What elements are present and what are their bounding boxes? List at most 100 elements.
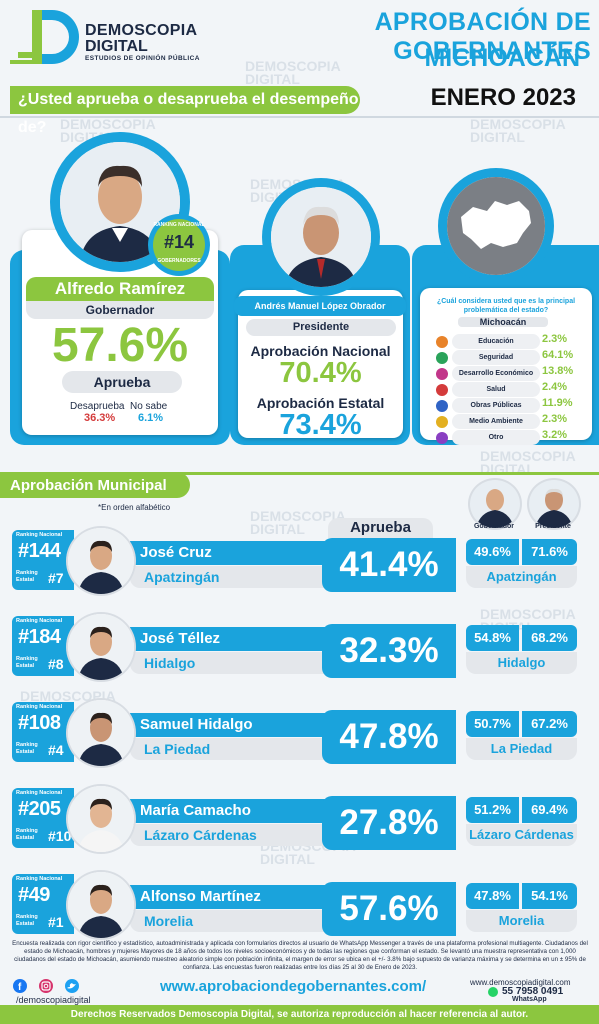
ranking-national-label: Ranking Nacional (16, 876, 63, 882)
pres-column-label: Presidente (535, 523, 571, 530)
ranking-label: RANKING NACIONAL (153, 222, 205, 228)
problem-icon (436, 416, 448, 428)
problems-region: Michoacán (458, 317, 548, 327)
social-handle[interactable]: /demoscopiadigital (16, 995, 91, 1005)
page-title: APROBACIÓN DE GOBERNANTES (374, 8, 591, 65)
mayor-city: Hidalgo (130, 652, 330, 674)
ranking-national-label: Ranking Nacional (16, 790, 63, 796)
ranking-national: #144 (18, 540, 61, 562)
brand-name-line2: DIGITAL (85, 38, 148, 55)
problem-label: Seguridad (452, 350, 540, 365)
map-ring (438, 168, 554, 284)
ranking-national: #49 (18, 884, 50, 906)
social-icons: f (12, 978, 88, 994)
phone-number[interactable]: 55 7958 0491 (502, 986, 564, 997)
ranking-box: Ranking Nacional #184 Ranking Estatal #8 (12, 616, 74, 676)
mayor-photo (68, 614, 134, 680)
mayor-name: María Camacho (130, 799, 330, 823)
ranking-state-label: Ranking Estatal (16, 656, 38, 669)
gov-column-photo (468, 478, 522, 530)
president-photo (271, 187, 371, 287)
mayor-name: José Téllez (130, 627, 330, 651)
ranking-badge: RANKING NACIONAL #14 GOBERNADORES (148, 214, 210, 276)
president-approval-city: 68.2% (522, 625, 577, 651)
mayor-approval: 32.3% (322, 624, 456, 678)
president-approval-city: 69.4% (522, 797, 577, 823)
problem-label: Educación (452, 334, 540, 349)
disapprove-value: 36.3% (84, 412, 116, 424)
mayor-city: Lázaro Cárdenas (130, 824, 330, 846)
site-link[interactable]: www.demoscopiadigital.com (470, 978, 571, 987)
ranking-state: #7 (48, 570, 64, 586)
problem-label: Obras Públicas (452, 398, 540, 413)
national-approval: 70.4% (279, 357, 362, 389)
problem-icon (436, 336, 448, 348)
city-label: La Piedad (466, 738, 577, 760)
mayor-approval: 27.8% (322, 796, 456, 850)
city-label: Apatzingán (466, 566, 577, 588)
president-approval-city: 54.1% (522, 883, 577, 909)
governor-approve-label: Aprueba (62, 371, 182, 393)
problem-value: 2.3% (542, 333, 568, 345)
ranking-state-label: Ranking Estatal (16, 828, 38, 841)
president-photo-ring (262, 178, 380, 296)
ranking-box: Ranking Nacional #108 Ranking Estatal #4 (12, 702, 74, 762)
mayor-photo (68, 700, 134, 766)
ranking-national-label: Ranking Nacional (16, 532, 63, 538)
president-name: Andrés Manuel López Obrador (254, 301, 386, 311)
governor-photo-ring (50, 132, 190, 272)
ranking-box: Ranking Nacional #205 Ranking Estatal #10 (12, 788, 74, 848)
mayor-name: Alfonso Martínez (130, 885, 330, 909)
divider (0, 116, 599, 118)
ranking-state: #4 (48, 742, 64, 758)
whatsapp-label: WhatsApp (512, 996, 547, 1003)
disapprove-label: Desaprueba (70, 401, 125, 412)
problem-value: 64.1% (542, 349, 574, 361)
governor-name-bar (26, 277, 214, 301)
ranking-state-label: Ranking Estatal (16, 914, 38, 927)
state-title: MICHOACÁN (424, 44, 580, 72)
municipal-title: Aprobación Municipal (10, 477, 167, 494)
municipal-title-bar (0, 472, 190, 498)
problem-icon (436, 352, 448, 364)
president-name-bar (234, 296, 406, 316)
ranking-state: #8 (48, 656, 64, 672)
national-approval-label: Aprobación Nacional (250, 343, 391, 359)
problem-label: Salud (452, 382, 540, 397)
problem-value: 11.9% (542, 397, 573, 409)
ranking-box: Ranking Nacional #49 Ranking Estatal #1 (12, 874, 74, 934)
problem-row: Seguridad 64.1% (430, 348, 580, 368)
website-link[interactable]: www.aprobaciondegobernantes.com/ (160, 978, 427, 995)
methodology-text: Encuesta realizada con rigor científico … (12, 940, 588, 971)
ranking-national: #205 (18, 798, 61, 820)
president-role: Presidente (246, 319, 396, 336)
twitter-icon (65, 979, 79, 993)
date-title: ENERO 2023 (430, 84, 576, 111)
city-label: Morelia (466, 910, 577, 932)
michoacan-map-icon (447, 177, 545, 275)
governor-name: Alfredo Ramírez (54, 279, 186, 298)
governor-approval: 57.6% (51, 319, 189, 372)
governor-approval-city: 51.2% (466, 797, 519, 823)
unknown-value: 6.1% (138, 412, 164, 424)
governor-approval-city: 50.7% (466, 711, 519, 737)
ranking-national-label: Ranking Nacional (16, 704, 63, 710)
problem-row: Educación 2.3% (430, 332, 580, 352)
problems-question: ¿Cuál considera usted que es la principa… (436, 298, 576, 314)
problem-row: Obras Públicas 11.9% (430, 396, 580, 416)
ranking-state-label: Ranking Estatal (16, 742, 38, 755)
approve-column-header: Aprueba (328, 518, 433, 538)
governor-approval-city: 49.6% (466, 539, 519, 565)
problem-value: 2.4% (542, 381, 568, 393)
ranking-national: #108 (18, 712, 61, 734)
gov-column-label: Gobernador (473, 523, 515, 530)
president-approval-city: 67.2% (522, 711, 577, 737)
mayor-photo (68, 872, 134, 938)
facebook-icon: f (13, 979, 27, 993)
ranking-box: Ranking Nacional #144 Ranking Estatal #7 (12, 530, 74, 590)
problem-icon (436, 384, 448, 396)
problem-label: Otro (452, 430, 540, 445)
